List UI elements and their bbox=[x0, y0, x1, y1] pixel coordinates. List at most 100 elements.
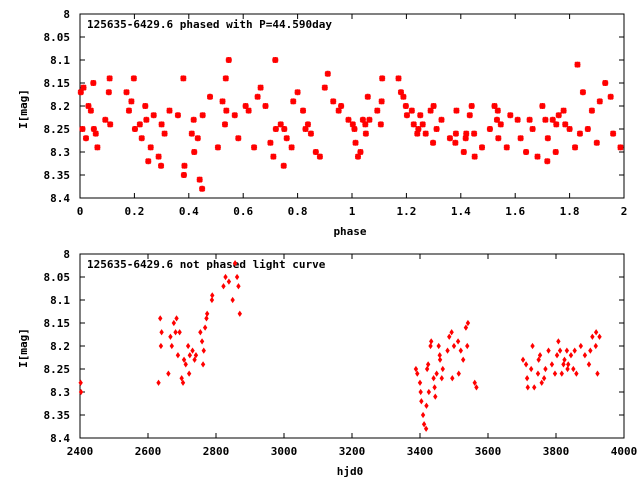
unphased-data-point bbox=[437, 356, 443, 363]
phased-data-point bbox=[136, 121, 143, 128]
unphased-y-tick-label: 8.3 bbox=[50, 386, 70, 399]
phased-data-point bbox=[235, 135, 242, 142]
phased-data-point bbox=[304, 121, 312, 128]
phased-data-point bbox=[352, 139, 359, 146]
unphased-data-point bbox=[200, 361, 206, 368]
unphased-data-point bbox=[210, 292, 215, 299]
unphased-data-point bbox=[543, 365, 548, 373]
unphased-data-point bbox=[419, 398, 424, 405]
unphased-data-point bbox=[415, 370, 420, 377]
phased-x-axis: 0 0.2 0.4 0.6 0.8 1 1.2 1.4 1.6 1.8 2 bbox=[77, 14, 627, 218]
unphased-data-point bbox=[525, 384, 530, 391]
unphased-data-point bbox=[204, 315, 209, 322]
unphased-x-axis-label: hjd0 bbox=[337, 465, 364, 478]
phased-data-point bbox=[362, 130, 369, 137]
phased-data-point bbox=[257, 84, 264, 91]
phased-data-point bbox=[272, 125, 279, 133]
unphased-data-point bbox=[541, 375, 547, 382]
unphased-data-point bbox=[179, 375, 184, 382]
phased-data-point bbox=[277, 121, 284, 128]
phased-data-point bbox=[494, 107, 501, 114]
phased-data-point bbox=[174, 112, 182, 119]
phased-data-point bbox=[250, 144, 258, 151]
unphased-data-point bbox=[418, 388, 423, 396]
unphased-data-point bbox=[209, 296, 215, 304]
phased-data-point bbox=[131, 125, 139, 133]
phased-data-point bbox=[307, 130, 315, 137]
phased-data-point bbox=[534, 153, 541, 160]
phased-data-point bbox=[462, 135, 469, 142]
unphased-data-point bbox=[562, 356, 567, 363]
phased-data-point bbox=[357, 148, 364, 156]
phased-data-point bbox=[155, 153, 162, 160]
unphased-data-point bbox=[451, 342, 457, 350]
unphased-data-point bbox=[183, 361, 188, 368]
unphased-data-point bbox=[528, 365, 534, 373]
phased-data-point bbox=[199, 185, 206, 192]
phased-data-point bbox=[94, 144, 101, 151]
phased-x-tick-label: 0.6 bbox=[233, 205, 253, 218]
phased-data-point bbox=[290, 98, 297, 105]
phased-x-tick-label: 1.6 bbox=[505, 205, 525, 218]
phased-x-tick-label: 0.2 bbox=[124, 205, 144, 218]
phased-data-point bbox=[288, 144, 295, 151]
unphased-data-point bbox=[566, 361, 571, 368]
phased-data-point bbox=[280, 162, 287, 169]
phased-data-point bbox=[242, 102, 249, 110]
unphased-data-point bbox=[78, 379, 83, 386]
unphased-data-point bbox=[185, 342, 191, 350]
phased-data-point bbox=[571, 144, 579, 151]
phased-data-point bbox=[138, 135, 145, 142]
phased-data-point bbox=[366, 116, 373, 123]
unphased-data-point bbox=[156, 379, 161, 386]
unphased-data-point bbox=[158, 315, 163, 322]
phased-x-tick-label: 0.4 bbox=[179, 205, 199, 218]
phased-data-point bbox=[466, 112, 473, 119]
unphased-data-point bbox=[582, 352, 588, 359]
phased-data-point bbox=[471, 130, 478, 137]
unphased-data-point bbox=[546, 347, 551, 354]
phased-data-point bbox=[199, 112, 206, 119]
unphased-data-point bbox=[445, 347, 450, 354]
unphased-data-point bbox=[173, 329, 178, 336]
unphased-chart-title: 125635-6429.6 not phased light curve bbox=[87, 258, 326, 271]
phased-data-point bbox=[158, 121, 165, 128]
unphased-data-point bbox=[193, 352, 199, 359]
phased-data-point bbox=[219, 98, 226, 105]
phased-data-point bbox=[190, 116, 197, 123]
unphased-data-point bbox=[590, 333, 595, 340]
unphased-data-point bbox=[169, 342, 174, 350]
unphased-data-point bbox=[158, 342, 164, 350]
phased-data-point bbox=[221, 121, 229, 128]
unphased-data-point bbox=[171, 319, 177, 327]
unphased-data-point bbox=[421, 421, 427, 428]
unphased-data-point bbox=[593, 342, 598, 350]
unphased-data-point bbox=[199, 338, 205, 345]
unphased-y-tick-label: 8.4 bbox=[50, 432, 70, 445]
unphased-data-point bbox=[432, 384, 437, 391]
unphased-y-tick-label: 8 bbox=[63, 248, 70, 261]
unphased-data-point bbox=[557, 347, 563, 354]
phased-data-point bbox=[438, 116, 445, 123]
phased-data-point bbox=[468, 102, 475, 110]
phased-data-point bbox=[80, 84, 87, 91]
phased-data-point bbox=[157, 162, 165, 169]
phased-data-point bbox=[427, 107, 434, 114]
phased-data-point bbox=[403, 112, 411, 119]
phased-data-point bbox=[460, 148, 467, 156]
phased-data-point bbox=[514, 116, 521, 123]
unphased-data-point bbox=[535, 370, 541, 377]
phased-data-point bbox=[507, 112, 514, 119]
phased-data-point bbox=[429, 139, 437, 146]
phased-x-tick-label: 1.8 bbox=[560, 205, 580, 218]
unphased-data-point bbox=[168, 333, 173, 340]
phased-data-point bbox=[596, 98, 603, 105]
phased-data-point bbox=[180, 171, 188, 179]
phased-y-tick-label: 8.1 bbox=[50, 54, 70, 67]
phased-data-point bbox=[222, 75, 229, 82]
unphased-data-point bbox=[559, 370, 564, 377]
phased-data-point bbox=[422, 130, 429, 137]
unphased-x-tick-label: 3600 bbox=[475, 445, 502, 458]
phased-data-point bbox=[123, 89, 130, 96]
unphased-chart: 8 8.05 8.1 8.15 8.2 8.25 8.3 8.35 8.4 2400 2600 28… bbox=[17, 248, 637, 478]
